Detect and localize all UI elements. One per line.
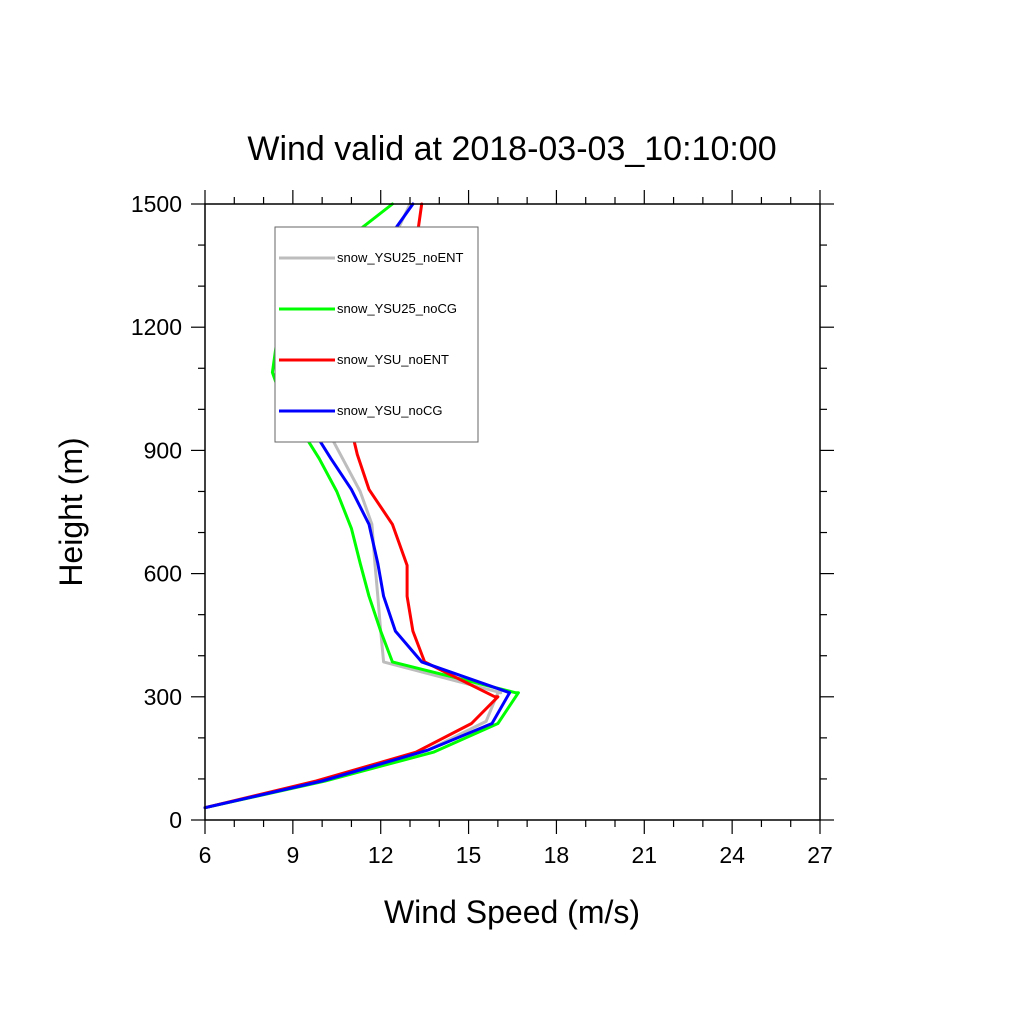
x-tick-label: 6 [199, 842, 212, 868]
legend: snow_YSU25_noENT snow_YSU25_noCG snow_YSU_… [274, 226, 479, 443]
y-tick-label: 900 [144, 437, 182, 463]
plot-frame [204, 203, 821, 821]
axes: 6 9 12 15 18 21 24 27 0 300 600 900 1200 1500 [131, 190, 834, 868]
x-tick-label: 24 [719, 842, 745, 868]
y-tick-label: 1200 [131, 314, 182, 340]
legend-label-4: snow_YSU_noCG [337, 403, 443, 418]
y-tick-label: 0 [169, 807, 182, 833]
x-tick-label: 21 [631, 842, 657, 868]
x-tick-label: 12 [368, 842, 394, 868]
x-tick-label: 18 [544, 842, 570, 868]
legend-label-2: snow_YSU25_noCG [337, 301, 457, 316]
x-tick-label: 9 [286, 842, 299, 868]
chart-title: Wind valid at 2018-03-03_10:10:00 [247, 130, 776, 168]
y-tick-label: 600 [144, 561, 182, 587]
x-tick-label: 27 [807, 842, 833, 868]
y-axis-label: Height (m) [53, 437, 89, 586]
legend-box [274, 226, 479, 443]
legend-label-3: snow_YSU_noENT [337, 352, 449, 367]
x-tick-label: 15 [456, 842, 482, 868]
legend-label-1: snow_YSU25_noENT [337, 250, 464, 265]
x-axis-label: Wind Speed (m/s) [384, 894, 640, 930]
y-tick-label: 300 [144, 684, 182, 710]
y-tick-label: 1500 [131, 191, 182, 217]
